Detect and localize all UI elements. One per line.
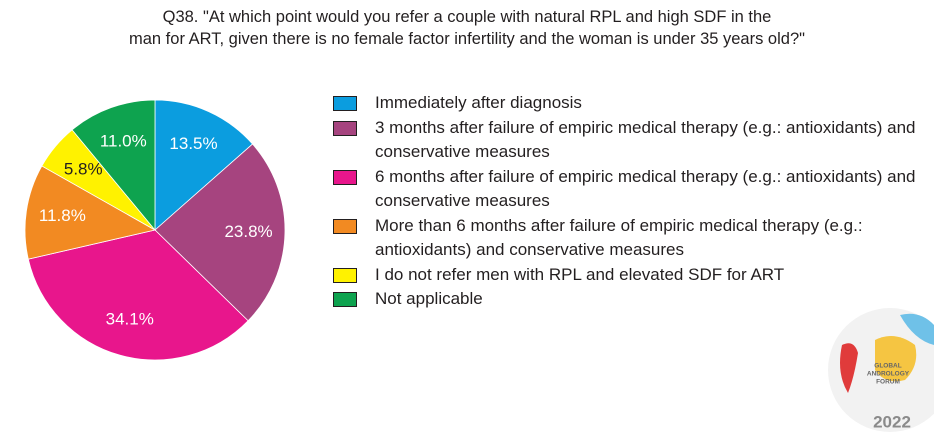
legend-item: 6 months after failure of empiric medica… xyxy=(333,165,933,214)
legend-label: More than 6 months after failure of empi… xyxy=(375,215,863,260)
logo-shape xyxy=(840,343,858,393)
legend-label: Immediately after diagnosis xyxy=(375,93,582,112)
legend-label: I do not refer men with RPL and elevated… xyxy=(375,264,785,284)
data-label: 11.8% xyxy=(39,206,86,225)
legend-label: 6 months after failure of empiric medica… xyxy=(375,166,916,211)
legend-swatch xyxy=(333,218,357,234)
data-label: 23.8% xyxy=(224,222,272,241)
legend-item: Immediately after diagnosis xyxy=(333,91,933,116)
legend: Immediately after diagnosis 3 months afte… xyxy=(333,91,933,312)
logo-text: FORUM xyxy=(876,379,900,386)
legend-label: Not applicable xyxy=(375,289,483,308)
legend-item: 3 months after failure of empiric medica… xyxy=(333,116,933,165)
chart-title: Q38. "At which point would you refer a c… xyxy=(162,8,772,26)
legend-swatch xyxy=(333,267,357,283)
pie-slice xyxy=(154,99,254,231)
chart-title: man for ART, given there is no female fa… xyxy=(129,30,805,48)
pie-slice xyxy=(27,229,249,361)
pie-slice xyxy=(71,99,156,232)
pie-slice xyxy=(24,165,157,260)
legend-swatch xyxy=(333,120,357,136)
data-label: 11.0% xyxy=(100,131,147,150)
legend-swatch xyxy=(333,169,357,185)
legend-label: 3 months after failure of empiric medica… xyxy=(375,117,916,162)
logo-shape xyxy=(900,313,934,345)
data-label: 34.1% xyxy=(106,310,154,329)
legend-swatch xyxy=(333,96,357,111)
logo-text: GLOBAL xyxy=(874,363,901,370)
legend-item: More than 6 months after failure of empi… xyxy=(333,214,933,263)
logo-shape xyxy=(875,336,917,382)
logo-text: ANDROLOGY xyxy=(867,371,910,378)
logo-year: 2022 xyxy=(873,412,911,431)
legend-item: Not applicable xyxy=(333,287,933,312)
data-label: 5.8% xyxy=(64,159,103,178)
legend-swatch xyxy=(333,292,357,307)
legend-item: I do not refer men with RPL and elevated… xyxy=(333,263,933,288)
pie-slice xyxy=(154,143,286,322)
data-label: 13.5% xyxy=(169,134,217,153)
